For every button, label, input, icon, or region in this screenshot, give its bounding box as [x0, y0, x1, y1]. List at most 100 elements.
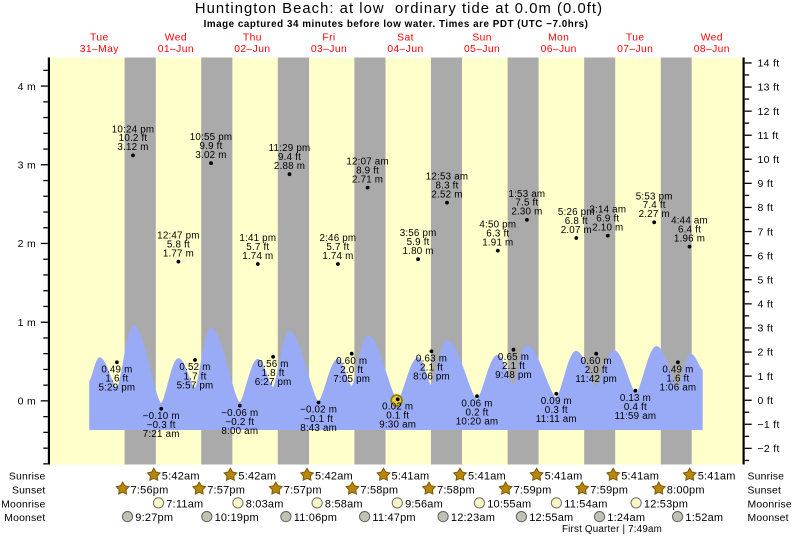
svg-text:13 ft: 13 ft [758, 82, 780, 94]
svg-text:1.80 m: 1.80 m [403, 246, 434, 257]
svg-text:7:05 pm: 7:05 pm [333, 374, 370, 385]
svg-text:4 m: 4 m [18, 81, 36, 93]
svg-text:10:24 pm: 10:24 pm [112, 124, 154, 135]
svg-text:04–Jun: 04–Jun [387, 44, 423, 55]
svg-text:6.4 ft: 6.4 ft [678, 224, 701, 235]
svg-text:12 ft: 12 ft [758, 106, 780, 118]
svg-text:5:26 pm: 5:26 pm [558, 207, 595, 218]
svg-text:9.4 ft: 9.4 ft [278, 152, 301, 163]
svg-text:Sunrise: Sunrise [9, 472, 46, 483]
svg-text:05–Jun: 05–Jun [464, 44, 500, 55]
svg-text:Huntington Beach: at low ordi: Huntington Beach: at low ordinary tide a… [195, 1, 603, 17]
svg-text:Image captured 34 minutes befo: Image captured 34 minutes before low wat… [204, 19, 589, 30]
svg-text:01–Jun: 01–Jun [158, 44, 194, 55]
svg-text:0.3 ft: 0.3 ft [545, 405, 568, 416]
svg-text:11:54am: 11:54am [564, 499, 607, 511]
svg-text:5:41am: 5:41am [468, 471, 506, 483]
svg-text:Thu: Thu [243, 33, 262, 44]
svg-text:0.60 m: 0.60 m [336, 356, 367, 367]
svg-text:4 ft: 4 ft [758, 299, 774, 311]
svg-text:5:42am: 5:42am [162, 471, 200, 483]
svg-text:1:06 am: 1:06 am [659, 383, 696, 394]
svg-text:2.07 m: 2.07 m [561, 225, 592, 236]
svg-text:2.52 m: 2.52 m [431, 189, 462, 200]
svg-text:10 ft: 10 ft [758, 154, 780, 166]
svg-text:Sun: Sun [472, 33, 492, 44]
svg-text:7:59pm: 7:59pm [590, 484, 628, 496]
svg-text:1:24am: 1:24am [607, 512, 645, 524]
svg-text:1:41 pm: 1:41 pm [239, 233, 276, 244]
svg-text:0.65 m: 0.65 m [498, 352, 529, 363]
svg-text:7:58pm: 7:58pm [360, 484, 398, 496]
svg-text:5:41am: 5:41am [545, 471, 583, 483]
svg-text:0.2 ft: 0.2 ft [466, 408, 489, 419]
svg-text:Moonset: Moonset [4, 513, 45, 524]
svg-text:−0.2 ft: −0.2 ft [225, 417, 254, 428]
svg-text:4:44 am: 4:44 am [671, 216, 708, 227]
svg-text:31–May: 31–May [80, 44, 119, 55]
svg-text:5:57 pm: 5:57 pm [177, 380, 214, 391]
svg-text:2.0 ft: 2.0 ft [340, 365, 363, 376]
svg-text:0.06 m: 0.06 m [461, 398, 492, 409]
svg-text:1.8 ft: 1.8 ft [262, 368, 285, 379]
svg-text:2.88 m: 2.88 m [274, 161, 305, 172]
svg-text:7:56pm: 7:56pm [131, 484, 169, 496]
svg-text:7.4 ft: 7.4 ft [643, 200, 666, 211]
svg-text:9:27pm: 9:27pm [135, 512, 173, 524]
svg-text:8:06 pm: 8:06 pm [413, 372, 450, 383]
svg-text:−2 ft: −2 ft [758, 443, 780, 455]
svg-text:8:03am: 8:03am [246, 499, 284, 511]
svg-text:3:14 am: 3:14 am [589, 205, 626, 216]
svg-text:−1 ft: −1 ft [758, 419, 780, 431]
svg-text:6 ft: 6 ft [758, 250, 774, 262]
svg-text:5 ft: 5 ft [758, 274, 774, 286]
svg-text:1.91 m: 1.91 m [482, 237, 513, 248]
svg-text:14 ft: 14 ft [758, 58, 780, 70]
svg-text:3.12 m: 3.12 m [117, 142, 148, 153]
svg-text:1:53 am: 1:53 am [508, 189, 545, 200]
svg-text:6.9 ft: 6.9 ft [596, 213, 619, 224]
svg-text:11:47pm: 11:47pm [372, 512, 415, 524]
svg-text:0.63 m: 0.63 m [416, 354, 447, 365]
svg-text:0 m: 0 m [18, 396, 36, 408]
svg-text:1.77 m: 1.77 m [163, 248, 194, 259]
svg-text:6:27 pm: 6:27 pm [255, 377, 292, 388]
svg-text:0.60 m: 0.60 m [581, 356, 612, 367]
svg-text:8 ft: 8 ft [758, 202, 774, 214]
svg-text:11:42 pm: 11:42 pm [575, 374, 617, 385]
svg-text:12:55am: 12:55am [529, 512, 573, 524]
svg-text:1:52am: 1:52am [685, 512, 723, 524]
svg-text:9.9 ft: 9.9 ft [200, 141, 223, 152]
svg-text:9 ft: 9 ft [758, 178, 774, 190]
svg-text:2.27 m: 2.27 m [639, 209, 670, 220]
svg-text:0.56 m: 0.56 m [258, 359, 289, 370]
svg-text:Moonset: Moonset [748, 513, 789, 524]
svg-text:2.10 m: 2.10 m [592, 222, 623, 233]
svg-text:11 ft: 11 ft [758, 130, 779, 142]
svg-text:Mon: Mon [548, 33, 569, 44]
svg-text:6.3 ft: 6.3 ft [486, 228, 509, 239]
svg-text:5:42am: 5:42am [315, 471, 353, 483]
svg-text:9:56am: 9:56am [405, 499, 443, 511]
svg-text:3 ft: 3 ft [758, 323, 774, 335]
svg-text:Tue: Tue [90, 33, 109, 44]
svg-text:−0.06 m: −0.06 m [221, 408, 258, 419]
svg-text:Fri: Fri [322, 33, 335, 44]
svg-text:0 ft: 0 ft [758, 395, 774, 407]
svg-text:12:53pm: 12:53pm [644, 499, 688, 511]
svg-text:−0.02 m: −0.02 m [300, 405, 337, 416]
svg-text:−0.3 ft: −0.3 ft [147, 420, 176, 431]
svg-text:7:59pm: 7:59pm [514, 484, 552, 496]
svg-text:0.1 ft: 0.1 ft [386, 411, 409, 422]
svg-text:03–Jun: 03–Jun [311, 44, 347, 55]
svg-text:5:42am: 5:42am [238, 471, 276, 483]
svg-text:7:58pm: 7:58pm [437, 484, 475, 496]
svg-text:5.8 ft: 5.8 ft [167, 239, 190, 250]
svg-text:02–Jun: 02–Jun [234, 44, 270, 55]
svg-text:2.1 ft: 2.1 ft [420, 363, 443, 374]
svg-text:Wed: Wed [701, 33, 723, 44]
svg-text:10:55 pm: 10:55 pm [190, 132, 232, 143]
svg-text:Tue: Tue [626, 33, 645, 44]
svg-text:−0.1 ft: −0.1 ft [304, 414, 333, 425]
svg-text:07–Jun: 07–Jun [617, 44, 653, 55]
